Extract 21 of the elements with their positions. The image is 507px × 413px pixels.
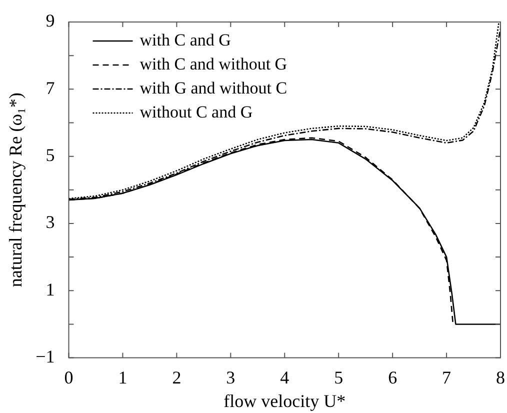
legend-label: with G and without C — [140, 78, 288, 98]
y-tick-label: 3 — [46, 212, 55, 232]
y-tick-label: 9 — [46, 10, 55, 31]
x-tick-label: 0 — [64, 367, 74, 388]
x-tick-label: 1 — [118, 367, 128, 388]
legend-label: with C and without G — [140, 54, 288, 74]
legend-label: without C and G — [140, 102, 253, 122]
y-tick-label: 7 — [46, 78, 55, 98]
y-axis-title: natural frequency Re (ω₁*) — [6, 92, 26, 288]
x-tick-label: 2 — [172, 367, 182, 388]
legend-label: with C and G — [140, 30, 231, 50]
x-tick-label: 3 — [226, 367, 236, 388]
x-tick-label: 6 — [388, 367, 398, 388]
y-tick-label: 5 — [46, 145, 55, 166]
y-tick-label: 1 — [46, 279, 55, 300]
x-tick-label: 8 — [496, 367, 505, 388]
x-tick-label: 5 — [334, 367, 344, 388]
x-tick-label: 4 — [280, 367, 290, 388]
x-tick-label: 7 — [442, 367, 452, 388]
x-axis-title: flow velocity U* — [224, 390, 346, 411]
y-tick-label: −1 — [36, 346, 55, 367]
